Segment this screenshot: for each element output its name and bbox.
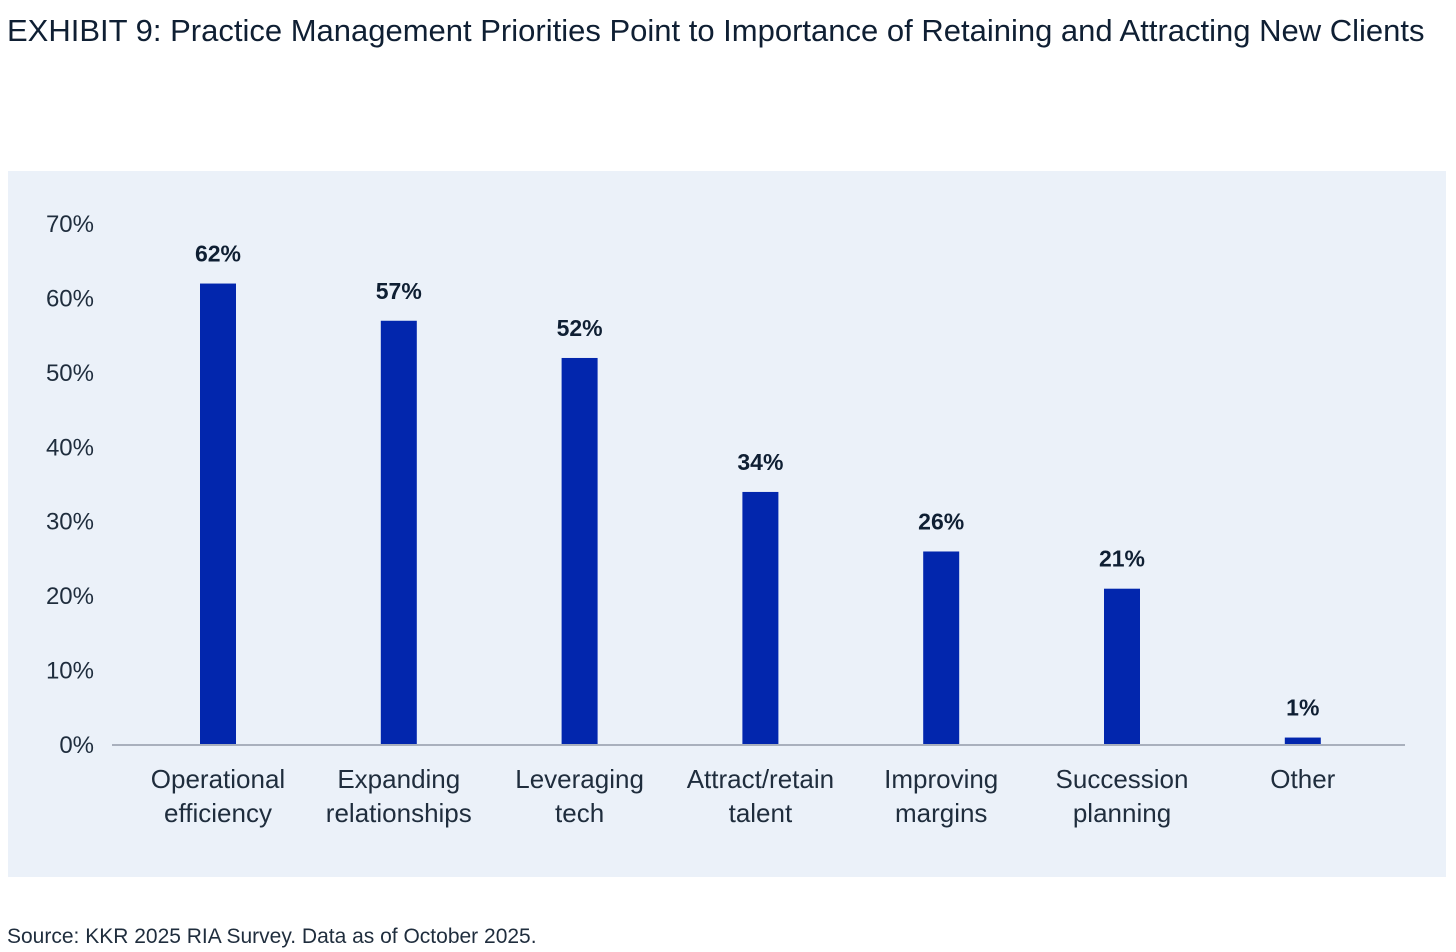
category-label: talent: [729, 798, 793, 828]
category-label: Other: [1270, 764, 1335, 794]
bar: [1104, 588, 1140, 745]
category-label: Expanding: [337, 764, 460, 794]
data-label: 34%: [737, 449, 783, 475]
category-label: efficiency: [164, 798, 272, 828]
y-tick-label: 50%: [46, 360, 94, 387]
y-tick-label: 70%: [46, 211, 94, 238]
bar: [923, 551, 960, 745]
bar-chart: 0% 10% 20% 30% 40% 50% 60% 70% 62% Operational eff…: [46, 211, 1405, 828]
bar: [200, 283, 236, 745]
y-tick-label: 40%: [46, 434, 94, 461]
y-tick-label: 20%: [46, 583, 94, 610]
data-label: 62%: [195, 241, 241, 267]
bar: [742, 491, 779, 745]
bar: [561, 357, 598, 745]
y-tick-label: 10%: [46, 658, 94, 685]
category-label: Succession: [1056, 764, 1189, 794]
chart-title: EXHIBIT 9: Practice Management Prioritie…: [7, 13, 1425, 48]
category-label: Operational: [151, 764, 285, 794]
data-label: 21%: [1099, 546, 1145, 572]
bar: [1284, 737, 1321, 745]
bar: [380, 320, 417, 745]
category-label: relationships: [326, 798, 472, 828]
category-label: Attract/retain: [687, 764, 834, 794]
category-label: planning: [1073, 798, 1171, 828]
category-label: margins: [895, 798, 987, 828]
source-note: Source: KKR 2025 RIA Survey. Data as of …: [7, 925, 537, 948]
y-tick-label: 0%: [59, 732, 94, 759]
y-tick-label: 30%: [46, 509, 94, 536]
y-tick-label: 60%: [46, 285, 94, 312]
category-label: Leveraging: [515, 764, 644, 794]
category-label: Improving: [884, 764, 998, 794]
category-label: tech: [555, 798, 604, 828]
data-label: 57%: [376, 278, 422, 304]
data-label: 52%: [557, 315, 603, 341]
data-label: 1%: [1286, 695, 1319, 721]
data-label: 26%: [918, 508, 964, 534]
chart-panel: 0% 10% 20% 30% 40% 50% 60% 70% 62% Operational eff…: [8, 171, 1446, 877]
